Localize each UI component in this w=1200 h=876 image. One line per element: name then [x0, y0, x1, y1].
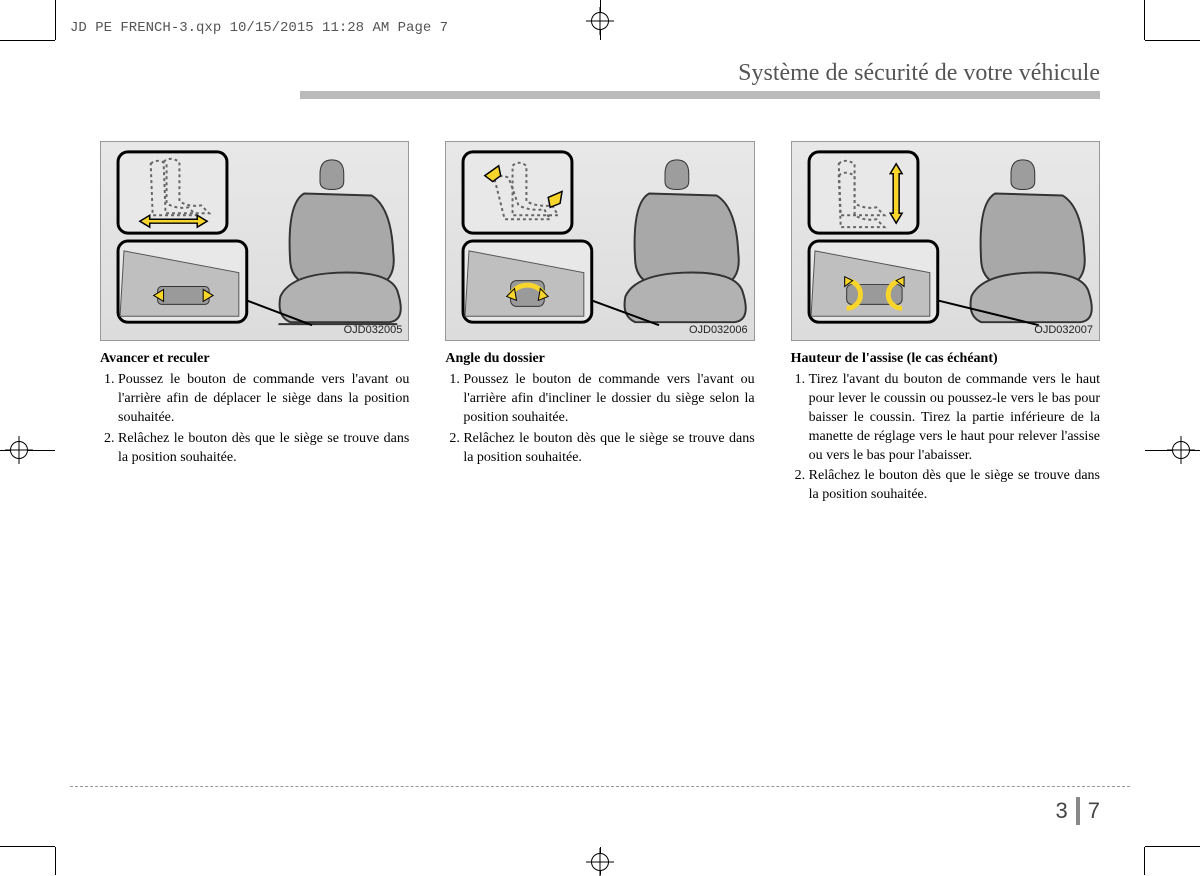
- list-item: Relâchez le bouton dès que le siège se t…: [463, 430, 754, 468]
- section-title: Système de sécurité de votre véhicule: [738, 60, 1100, 86]
- column-2: OJD032006 Angle du dossier Poussez le bo…: [445, 141, 754, 507]
- list-item: Relâchez le bouton dès que le siège se t…: [118, 430, 409, 468]
- instructions-slide: Poussez le bouton de commande vers l'ava…: [100, 371, 409, 467]
- list-item: Poussez le bouton de commande vers l'ava…: [118, 371, 409, 428]
- list-item: Relâchez le bouton dès que le siège se t…: [809, 467, 1100, 505]
- figure-height: OJD032007: [791, 141, 1100, 341]
- page-footer: 3 7: [1056, 797, 1101, 825]
- column-3: OJD032007 Hauteur de l'assise (le cas éc…: [791, 141, 1100, 507]
- print-job-header: JD PE FRENCH-3.qxp 10/15/2015 11:28 AM P…: [70, 20, 448, 36]
- seat-height-illustration: [792, 142, 1099, 340]
- page-content: Système de sécurité de votre véhicule: [100, 60, 1100, 825]
- page-number: 7: [1088, 798, 1100, 824]
- list-item: Poussez le bouton de commande vers l'ava…: [463, 371, 754, 428]
- seat-slide-illustration: [101, 142, 408, 340]
- seat-recline-illustration: [446, 142, 753, 340]
- figure-code: OJD032005: [344, 324, 403, 336]
- column-1: OJD032005 Avancer et reculer Poussez le …: [100, 141, 409, 507]
- section-title-row: Système de sécurité de votre véhicule: [300, 60, 1100, 99]
- figure-recline: OJD032006: [445, 141, 754, 341]
- heading-slide: Avancer et reculer: [100, 351, 409, 367]
- page-separator: [1076, 797, 1080, 825]
- heading-height: Hauteur de l'assise (le cas échéant): [791, 351, 1100, 367]
- figure-code: OJD032006: [689, 324, 748, 336]
- figure-slide: OJD032005: [100, 141, 409, 341]
- instructions-recline: Poussez le bouton de commande vers l'ava…: [445, 371, 754, 467]
- content-columns: OJD032005 Avancer et reculer Poussez le …: [100, 141, 1100, 507]
- figure-code: OJD032007: [1034, 324, 1093, 336]
- heading-recline: Angle du dossier: [445, 351, 754, 367]
- instructions-height: Tirez l'avant du bouton de commande vers…: [791, 371, 1100, 505]
- list-item: Tirez l'avant du bouton de commande vers…: [809, 371, 1100, 465]
- page-chapter: 3: [1056, 798, 1068, 824]
- fold-line: [70, 786, 1130, 787]
